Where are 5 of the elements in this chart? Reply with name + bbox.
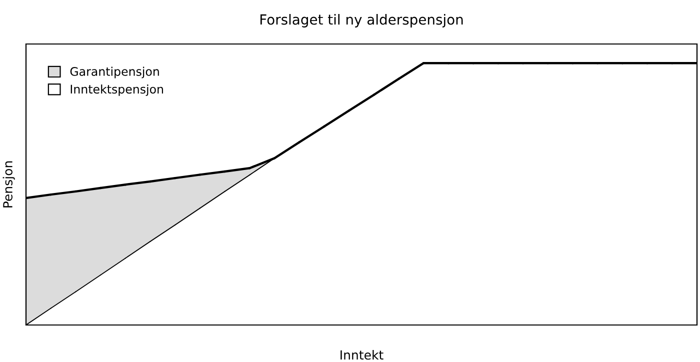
legend-label: Garantipensjon — [70, 66, 159, 78]
legend-label: Inntektspensjon — [70, 84, 164, 96]
x-axis-title: Inntekt — [340, 350, 384, 360]
chart-title: Forslaget til ny alderspensjon — [260, 14, 463, 28]
y-axis-title: Pensjon — [2, 161, 15, 208]
